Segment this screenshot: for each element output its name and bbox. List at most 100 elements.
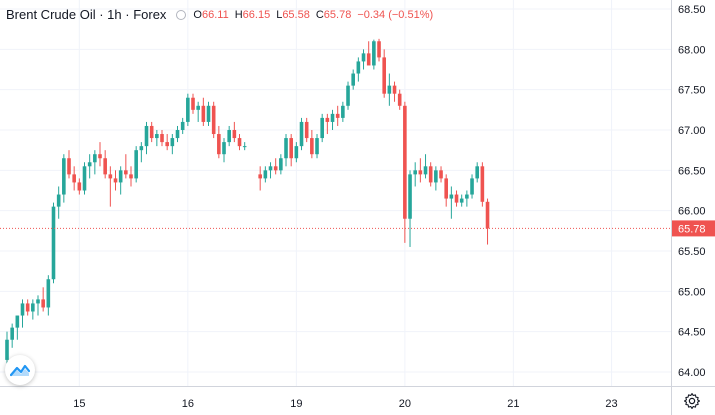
x-tick-label: 23	[605, 398, 617, 410]
candle-body	[237, 138, 242, 147]
candle-body	[449, 194, 454, 199]
ohlc-values: O66.11 H66.15 L65.58 C65.78 −0.34 (−0.51…	[193, 9, 433, 21]
candle-body	[10, 327, 14, 340]
candle-body	[465, 194, 469, 199]
candle-body	[315, 138, 319, 155]
candle-body	[134, 150, 138, 179]
candle-body	[428, 166, 433, 183]
candle-body	[330, 113, 335, 122]
candle-body	[155, 134, 159, 139]
candle-body	[180, 121, 185, 130]
x-tick-label: 16	[182, 398, 194, 410]
candle-body	[392, 85, 397, 94]
candle-body	[56, 194, 61, 207]
candle-body	[299, 121, 304, 147]
interval-label[interactable]: 1h	[107, 7, 122, 22]
candle-body	[242, 146, 247, 148]
candle-body	[160, 134, 164, 143]
y-tick-label: 64.00	[678, 367, 706, 379]
candle-body	[377, 41, 381, 58]
candle-body	[87, 162, 92, 167]
candle-body	[475, 166, 479, 179]
candle-body	[77, 182, 82, 191]
high-value: 66.15	[242, 8, 271, 21]
candle-body	[351, 73, 355, 86]
low-value: 65.58	[282, 8, 310, 21]
close-value: 65.78	[323, 8, 352, 21]
close-label: C	[315, 8, 324, 21]
high-label: H	[234, 8, 243, 21]
candle-body	[25, 303, 30, 312]
candle-body	[459, 198, 464, 203]
gear-icon[interactable]	[683, 392, 701, 410]
y-tick-label: 66.00	[678, 206, 706, 218]
separator-1: ·	[95, 7, 108, 22]
candle-body	[118, 170, 123, 183]
candle-body	[98, 154, 102, 159]
symbol-name[interactable]: Brent Crude Oil	[6, 7, 96, 22]
candle-body	[403, 105, 407, 219]
candle-body	[108, 174, 113, 179]
exchange-label: Forex	[133, 7, 167, 22]
candle-body	[439, 170, 443, 179]
last-price-label: 65.78	[678, 223, 706, 235]
candle-body	[20, 303, 25, 316]
candle-body	[129, 174, 133, 179]
candle-body	[113, 178, 118, 183]
last-price-badge	[672, 220, 715, 237]
candle-body	[325, 117, 330, 122]
candle-body	[62, 158, 66, 195]
y-tick-label: 65.00	[678, 286, 706, 298]
y-tick-label: 66.50	[678, 165, 706, 177]
x-tick-label: 19	[290, 398, 302, 410]
chart-grid	[0, 0, 671, 386]
candle-body	[382, 57, 386, 94]
candle-body	[206, 105, 211, 122]
chart-header: Brent Crude Oil · 1h · Forex O66.11 H66.…	[6, 7, 433, 22]
candle-body	[46, 279, 51, 308]
candle-body	[15, 315, 20, 328]
candle-body	[5, 339, 9, 360]
candle-body	[268, 166, 273, 171]
candle-body	[361, 53, 366, 62]
candle-body	[423, 166, 428, 175]
candle-body	[165, 142, 169, 147]
separator-2: ·	[121, 7, 134, 22]
candle-body	[149, 125, 154, 139]
candle-body	[227, 130, 231, 143]
candle-body	[191, 97, 195, 110]
candle-body	[222, 142, 226, 155]
candle-body	[51, 206, 56, 280]
candle-body	[258, 174, 262, 179]
tradingview-logo-icon[interactable]	[5, 355, 35, 385]
candle-body	[139, 146, 144, 151]
candle-body	[434, 170, 438, 183]
candle-series	[5, 38, 490, 364]
last-price-line: 65.78	[0, 220, 715, 237]
low-label: L	[276, 8, 283, 21]
candle-body	[93, 154, 97, 163]
candle-body	[413, 170, 417, 175]
candle-body	[273, 166, 278, 171]
candle-body	[201, 105, 206, 122]
candle-body	[232, 130, 237, 139]
candle-body	[263, 170, 268, 179]
candle-body	[397, 93, 402, 106]
candle-body	[186, 97, 190, 122]
y-tick-label: 64.50	[678, 327, 706, 339]
candle-body	[72, 174, 76, 183]
candle-body	[408, 174, 412, 219]
candle-body	[124, 170, 128, 175]
candle-body	[103, 158, 107, 175]
candle-body	[279, 158, 283, 171]
candle-body	[454, 194, 459, 203]
x-tick-label: 20	[399, 398, 411, 410]
candle-body	[31, 303, 35, 312]
candle-body	[366, 53, 371, 66]
candle-body	[341, 105, 345, 118]
candle-body	[41, 299, 45, 308]
candle-body	[387, 85, 392, 94]
candle-body	[170, 138, 175, 147]
